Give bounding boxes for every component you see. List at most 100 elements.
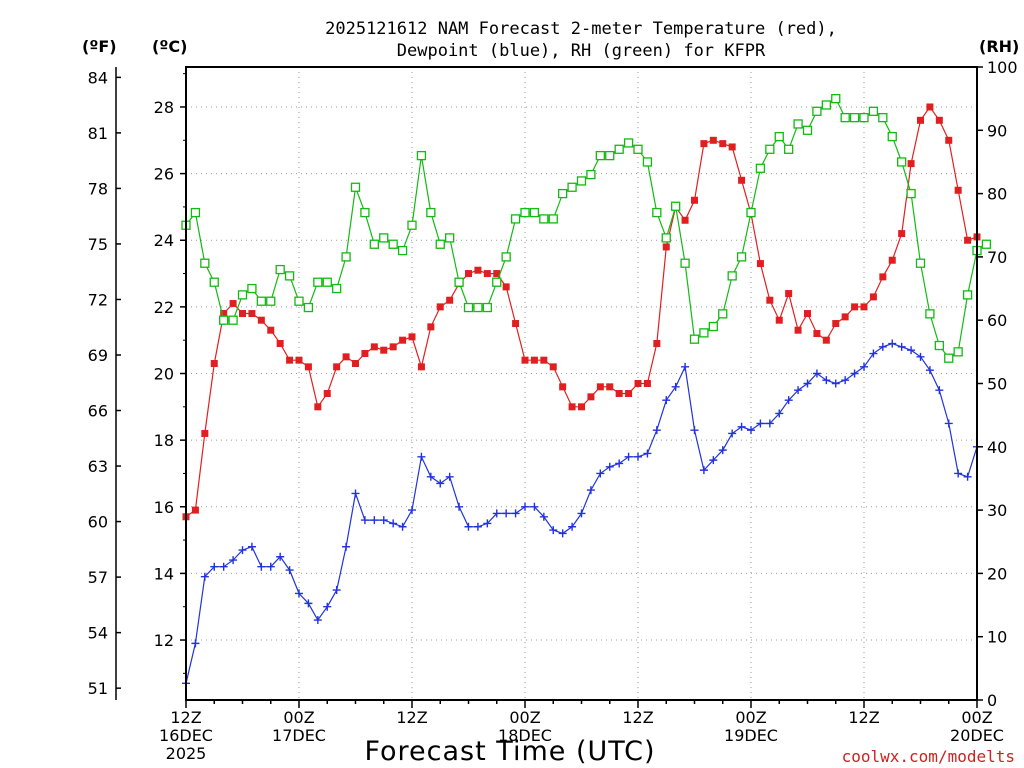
data-point <box>737 422 746 431</box>
data-point <box>530 502 539 511</box>
data-point <box>576 176 587 186</box>
data-point <box>426 207 436 218</box>
data-point <box>944 419 953 428</box>
data-point <box>191 506 199 514</box>
data-point <box>934 340 944 351</box>
data-point <box>775 316 783 324</box>
data-point <box>539 214 549 224</box>
data-point <box>568 522 577 531</box>
data-point <box>267 326 275 334</box>
data-point <box>736 252 747 262</box>
data-point <box>841 313 849 321</box>
data-point <box>822 376 831 385</box>
data-point <box>879 273 887 281</box>
data-point <box>492 277 502 287</box>
data-point <box>887 131 897 142</box>
x-tick-label: 19DEC <box>724 726 778 745</box>
data-point <box>831 379 840 388</box>
data-point <box>568 403 576 411</box>
data-point <box>775 409 784 418</box>
data-point <box>266 296 276 306</box>
x-tick-label: 12Z <box>396 708 427 727</box>
data-point <box>379 233 389 243</box>
data-point <box>417 363 425 371</box>
data-point <box>379 516 388 525</box>
fahrenheit-tick-label: 60 <box>88 513 108 532</box>
data-point <box>906 188 916 199</box>
data-point <box>502 283 510 291</box>
data-point <box>832 320 840 328</box>
celsius-tick-label: 28 <box>154 98 174 117</box>
data-point <box>689 334 700 344</box>
data-point <box>595 150 605 161</box>
rh-tick-label: 20 <box>987 564 1007 583</box>
data-point <box>774 131 784 142</box>
fahrenheit-tick-label: 78 <box>88 179 108 198</box>
data-point <box>313 616 322 625</box>
plot-frame <box>185 66 978 701</box>
data-point <box>652 207 662 218</box>
fahrenheit-tick-label: 57 <box>88 568 108 587</box>
data-point <box>878 112 888 123</box>
data-point <box>634 380 642 387</box>
data-point <box>352 360 359 368</box>
data-point <box>341 252 351 262</box>
data-point <box>954 186 962 194</box>
data-point <box>190 207 201 218</box>
data-point <box>501 252 511 262</box>
data-point <box>633 144 643 154</box>
data-point <box>849 112 860 123</box>
data-point <box>465 270 472 278</box>
data-point <box>239 310 246 318</box>
data-point <box>671 382 680 391</box>
data-point <box>755 163 766 173</box>
data-point <box>747 426 755 435</box>
data-point <box>860 362 868 371</box>
data-point <box>681 362 690 371</box>
data-point <box>559 383 567 391</box>
data-point <box>699 466 708 475</box>
data-point <box>370 343 378 351</box>
data-point <box>888 256 896 264</box>
data-point <box>454 277 464 287</box>
data-point <box>812 106 822 116</box>
chart-title-line-1: 2025121612 NAM Forecast 2-meter Temperat… <box>325 19 837 39</box>
data-point <box>558 529 567 538</box>
data-point <box>897 157 907 167</box>
rh-tick-label: 70 <box>987 248 1007 267</box>
data-point <box>322 277 332 287</box>
data-point <box>766 296 774 304</box>
data-point <box>539 512 548 521</box>
data-point <box>342 353 350 361</box>
data-point <box>916 352 925 361</box>
data-point <box>709 136 717 144</box>
x-tick-label: 20DEC <box>950 726 1004 745</box>
x-tick-label: 2025 <box>166 744 207 763</box>
data-point <box>228 315 238 325</box>
data-point <box>727 271 737 281</box>
data-point <box>369 239 379 249</box>
series-0 <box>182 103 981 521</box>
data-point <box>342 542 351 551</box>
data-point <box>295 589 303 598</box>
data-point <box>718 309 728 319</box>
rh-tick-label: 90 <box>987 121 1007 140</box>
data-point <box>841 376 850 385</box>
data-point <box>303 302 314 313</box>
fahrenheit-tick-label: 72 <box>88 290 108 309</box>
data-point <box>276 552 285 561</box>
data-point <box>586 169 596 180</box>
x-tick-label: 12Z <box>170 708 201 727</box>
data-point <box>285 566 294 575</box>
data-point <box>502 509 511 518</box>
data-point <box>794 386 803 395</box>
data-point <box>859 112 869 123</box>
data-point <box>407 220 417 230</box>
data-point <box>662 396 671 405</box>
data-point <box>417 452 426 461</box>
series-1 <box>182 339 981 688</box>
fahrenheit-tick-label: 54 <box>88 624 108 643</box>
data-point <box>878 342 887 351</box>
data-point <box>521 502 529 511</box>
